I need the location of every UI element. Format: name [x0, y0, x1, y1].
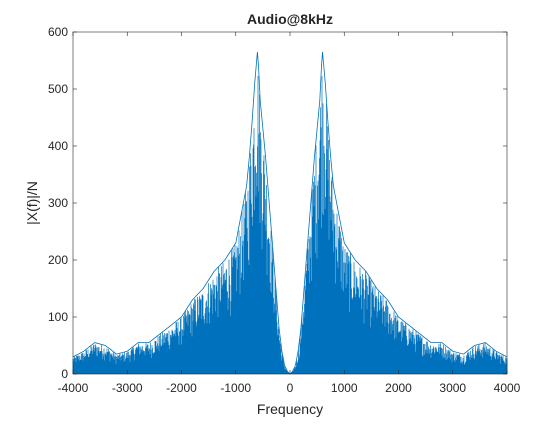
- x-axis-label: Frequency: [257, 401, 323, 417]
- x-tick-label: -3000: [112, 381, 143, 395]
- x-tick-label: 4000: [494, 381, 521, 395]
- y-tick-label: 500: [48, 82, 68, 96]
- x-tick-label: -2000: [166, 381, 197, 395]
- plot-area: [73, 32, 507, 374]
- y-tick-label: 0: [61, 367, 68, 381]
- y-tick-label: 400: [48, 139, 68, 153]
- x-tick-label: 2000: [385, 381, 412, 395]
- y-tick-label: 100: [48, 310, 68, 324]
- y-tick-label: 600: [48, 25, 68, 39]
- x-tick-label: -1000: [220, 381, 251, 395]
- chart-title: Audio@8kHz: [247, 11, 333, 27]
- x-tick-label: 1000: [331, 381, 358, 395]
- y-tick-label: 200: [48, 253, 68, 267]
- y-axis: 0 100 200 300 400 500 600: [48, 25, 507, 381]
- x-tick-label: 0: [287, 381, 294, 395]
- x-tick-label: -4000: [58, 381, 89, 395]
- y-tick-label: 300: [48, 196, 68, 210]
- x-tick-label: 3000: [439, 381, 466, 395]
- y-axis-label: |X(f)|/N: [24, 181, 40, 225]
- x-axis: -4000 -3000 -2000 -1000 0 1000 2000 3000 4000: [58, 32, 521, 395]
